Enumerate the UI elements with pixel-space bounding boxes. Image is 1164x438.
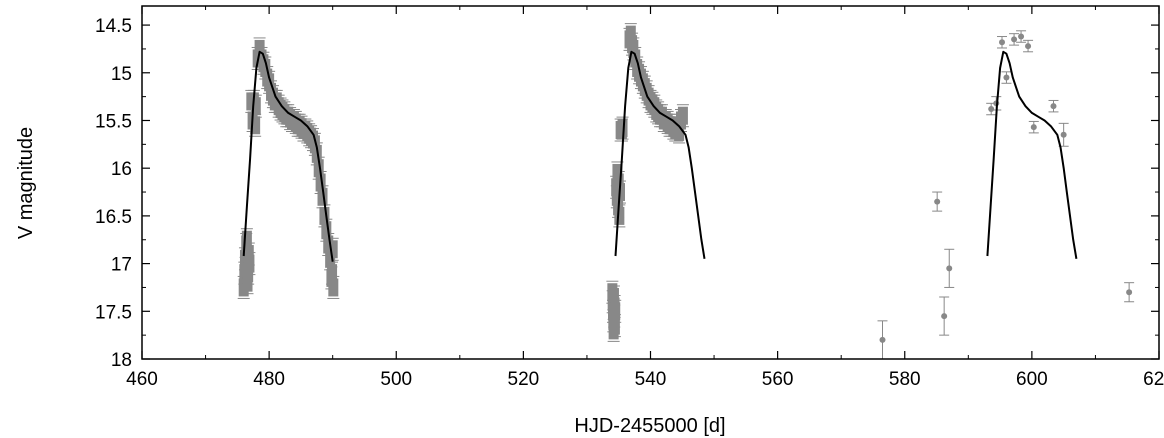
data-point [326, 268, 337, 287]
data-point [243, 264, 254, 283]
data-point [260, 59, 271, 78]
data-point [317, 187, 328, 206]
data-point [254, 39, 265, 58]
data-point [241, 230, 252, 249]
y-tick-label: 17 [111, 255, 132, 276]
data-point [1050, 103, 1057, 110]
data-point [311, 144, 322, 163]
data-point [608, 287, 619, 306]
plot-frame [141, 5, 1160, 360]
model-curve [986, 50, 1078, 259]
data-point [609, 316, 620, 335]
data-point [250, 116, 261, 135]
x-tick-label: 480 [253, 369, 285, 390]
data-point [934, 198, 941, 205]
x-axis-ticks: 460 480 500 520 540 560 580 600 620 [126, 6, 1164, 390]
data-point [628, 39, 639, 58]
data-point [625, 25, 636, 44]
model-curves-layer [242, 50, 1078, 262]
data-point [327, 240, 338, 259]
data-point [613, 173, 624, 192]
data-point [988, 106, 995, 113]
data-point [309, 135, 320, 154]
y-axis-ticks: 14.5 15 15.5 16 16.5 17 17.5 18 [95, 16, 1159, 371]
x-tick-label: 540 [635, 369, 667, 390]
y-tick-label: 16 [111, 159, 132, 180]
data-point [1060, 131, 1067, 138]
data-point [1018, 33, 1025, 40]
x-tick-label: 620 [1143, 369, 1164, 390]
data-point [321, 221, 332, 240]
data-point [319, 206, 330, 225]
x-tick-label: 460 [126, 369, 158, 390]
data-point [1011, 36, 1018, 43]
x-tick-label: 580 [889, 369, 921, 390]
data-point [610, 302, 621, 321]
data-point [250, 97, 261, 116]
y-axis-label: V magnitude [15, 127, 37, 239]
data-point [315, 173, 326, 192]
data-point [941, 313, 948, 320]
y-tick-label: 14.5 [95, 16, 132, 37]
data-point [243, 245, 254, 264]
data-point [617, 119, 628, 138]
data-point [677, 106, 688, 125]
data-point [1030, 124, 1037, 131]
data-point [264, 73, 275, 92]
data-point [313, 159, 324, 178]
y-tick-label: 18 [111, 350, 132, 371]
model-curve [242, 50, 334, 262]
y-tick-label: 17.5 [95, 302, 132, 323]
model-curve [614, 50, 706, 259]
data-point [328, 278, 339, 297]
y-tick-label: 15 [111, 64, 132, 85]
data-point [999, 39, 1006, 46]
data-point [1025, 43, 1032, 50]
x-axis-label: HJD-2455000 [d] [574, 415, 725, 437]
data-point [242, 273, 253, 292]
data-point [1003, 74, 1010, 81]
data-point [879, 336, 886, 343]
data-point [244, 254, 255, 273]
data-point [325, 249, 336, 268]
data-point [614, 206, 625, 225]
x-tick-label: 600 [1016, 369, 1048, 390]
data-point [1126, 289, 1133, 296]
x-tick-label: 500 [380, 369, 412, 390]
data-point [612, 163, 623, 182]
y-tick-label: 16.5 [95, 207, 132, 228]
data-point [946, 265, 953, 272]
y-tick-label: 15.5 [95, 111, 132, 132]
x-tick-label: 520 [508, 369, 540, 390]
x-tick-label: 560 [762, 369, 794, 390]
